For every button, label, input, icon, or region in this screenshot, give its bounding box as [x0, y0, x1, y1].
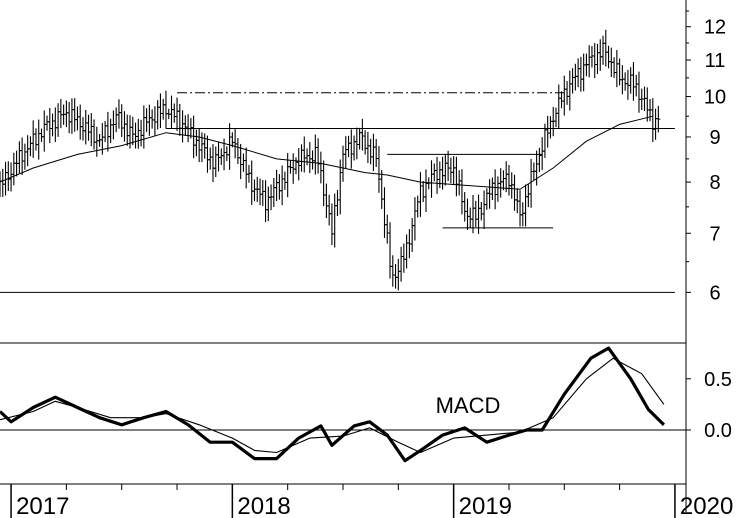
x-tick-label: 2018: [237, 493, 290, 518]
price-y-tick-label: 6: [709, 282, 720, 304]
price-y-tick-label: 12: [704, 17, 726, 39]
x-tick-label: 2019: [459, 493, 512, 518]
macd-label: MACD: [436, 393, 501, 418]
price-y-tick-label: 7: [709, 223, 720, 245]
x-axis: 2017 2018 2019 2020: [0, 483, 733, 518]
price-y-tick-label: 10: [704, 87, 726, 109]
macd-y-tick-label: 0.5: [704, 369, 732, 391]
price-y-tick-label: 11: [705, 50, 726, 72]
x-tick-label: 2017: [16, 493, 69, 518]
macd-y-tick-label: 0.0: [704, 420, 732, 442]
price-y-tick-label: 8: [709, 172, 720, 194]
x-tick-label: 2020: [680, 493, 733, 518]
macd-panel: 0.5 0.0 MACD: [0, 342, 732, 463]
price-y-tick-label: 9: [709, 127, 720, 149]
signal-line: [0, 357, 665, 454]
price-panel: 6 7 8 9 10 11 12: [0, 0, 726, 512]
moving-average-line: [0, 115, 653, 190]
